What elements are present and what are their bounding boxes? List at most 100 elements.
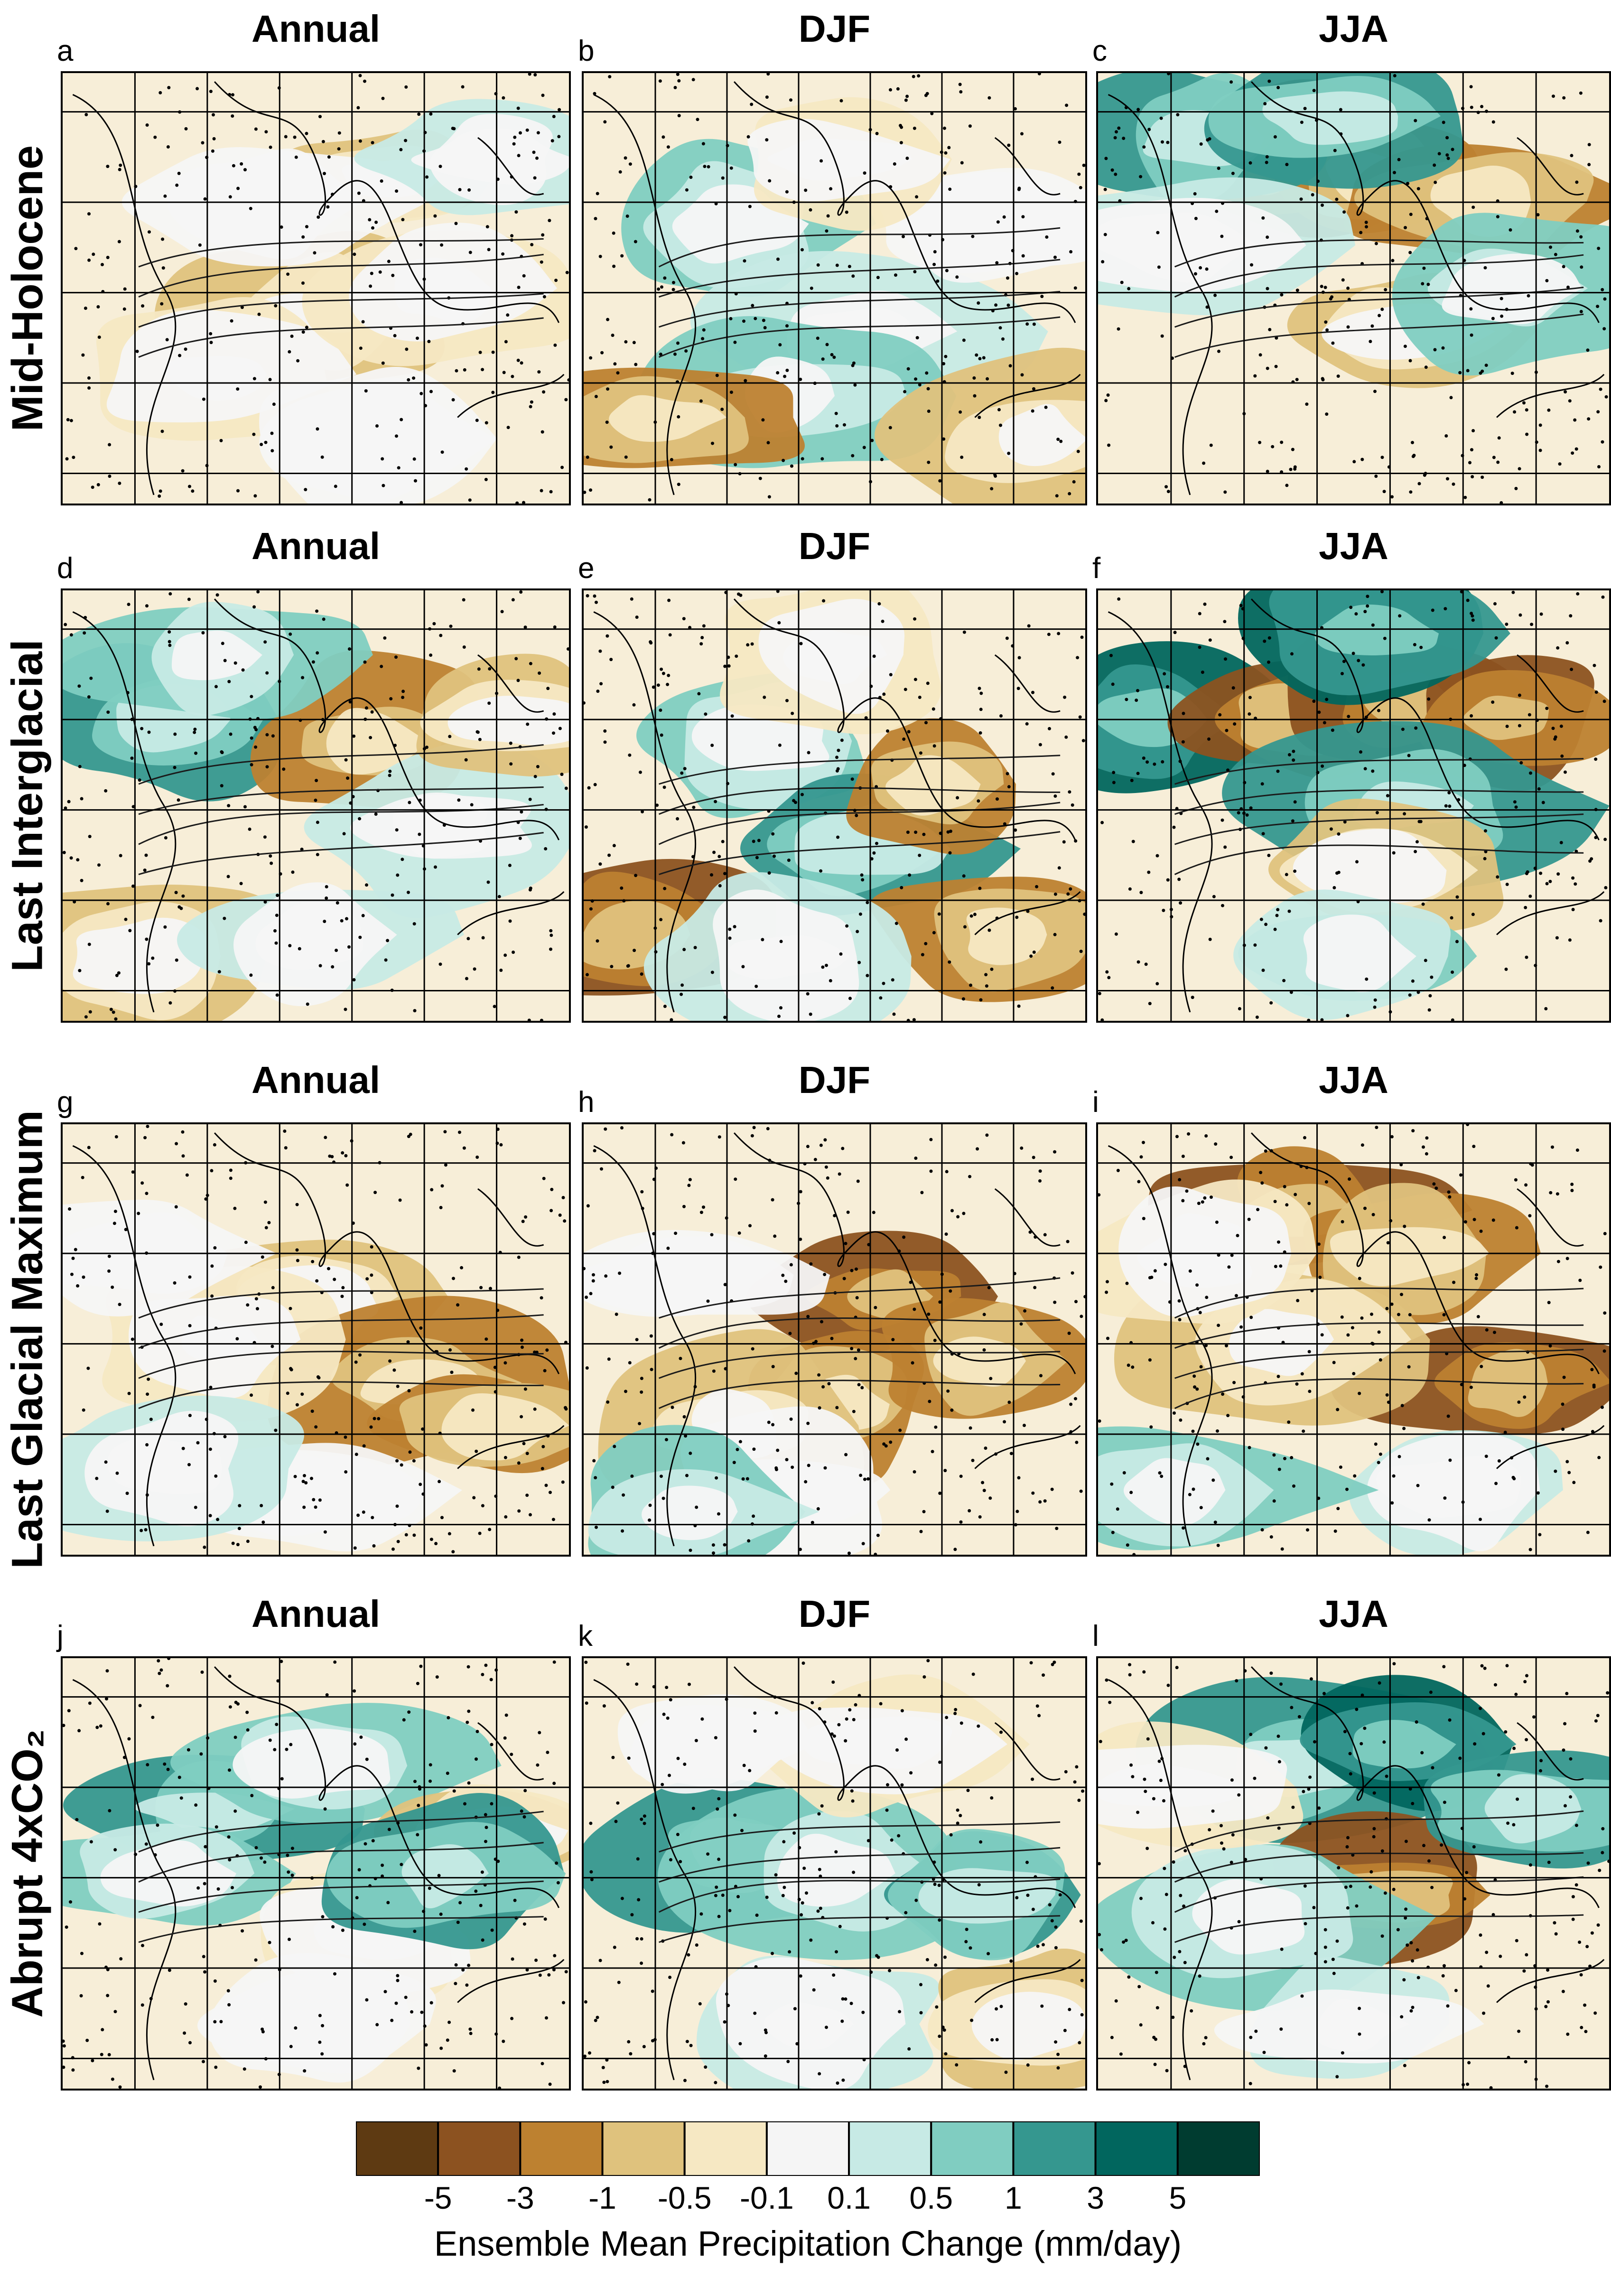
- graticule: [63, 1658, 569, 2089]
- panel-letter-k: k: [578, 1620, 593, 1652]
- climatology-contour: [1174, 1810, 1584, 1853]
- precip-anomaly-region: [165, 356, 267, 401]
- climatology-contour: [138, 293, 544, 328]
- map-a: [63, 73, 569, 504]
- climatology-contour: [659, 1915, 1061, 1943]
- row-label-0: Mid-Holocene: [3, 145, 52, 432]
- map-e: [584, 590, 1085, 1021]
- row-label-2: Last Glacial Maximum: [3, 1110, 52, 1569]
- map-panel-e: [582, 588, 1087, 1023]
- precip-anomaly-region: [1098, 1764, 1252, 1807]
- precip-anomaly-region: [294, 415, 430, 465]
- colorbar-swatch-2: [519, 2121, 604, 2176]
- map-j: [63, 1658, 569, 2089]
- precip-anomaly-region: [1314, 604, 1439, 655]
- climatology-contour: [138, 744, 544, 785]
- panel-letter-b: b: [578, 35, 595, 67]
- colorbar-swatch-9: [1094, 2121, 1179, 2176]
- climatology-contour: [138, 786, 544, 815]
- climatology-contour: [1174, 287, 1584, 328]
- graticule: [1098, 73, 1609, 504]
- graticule: [1098, 1124, 1609, 1555]
- climatology-contour: [138, 1381, 544, 1409]
- map-g: [63, 1124, 569, 1555]
- precip-anomaly-region: [1484, 1774, 1582, 1844]
- panel-title-j: Annual: [251, 1593, 381, 1635]
- climatology-contour: [1174, 813, 1584, 845]
- climatology-contour: [1174, 844, 1584, 875]
- precip-anomaly-region: [401, 1844, 489, 1909]
- precip-anomaly-region: [107, 1437, 223, 1494]
- precip-anomaly-region: [171, 630, 262, 681]
- precip-anomaly-region: [998, 404, 1085, 467]
- climatology-contour: [659, 1277, 1061, 1319]
- coastline: [593, 1666, 1081, 2081]
- graticule: [584, 1658, 1085, 2089]
- climatology-contour: [659, 1821, 1061, 1853]
- climatology-contour: [1174, 1349, 1584, 1379]
- map-panel-k: [582, 1656, 1087, 2091]
- colorbar-swatch-8: [1012, 2121, 1097, 2176]
- climatology-contour: [1174, 1378, 1584, 1409]
- graticule: [1098, 1658, 1609, 2089]
- climatology-contour: [658, 1317, 1061, 1349]
- map-c: [1098, 73, 1609, 504]
- climatology-contour: [138, 1880, 544, 1913]
- precip-anomaly-region: [1098, 212, 1257, 283]
- precip-anomaly-region: [938, 194, 1043, 251]
- panel-letter-j: j: [57, 1620, 64, 1652]
- colorbar-tick-label-3: -0.5: [657, 2180, 712, 2215]
- significance-stipple: [65, 73, 569, 504]
- colorbar-swatch-3: [601, 2121, 686, 2176]
- panel-title-i: JJA: [1319, 1059, 1388, 1101]
- map-panel-b: [582, 71, 1087, 505]
- map-panel-c: [1096, 71, 1611, 505]
- map-i: [1098, 1124, 1609, 1555]
- colorbar-swatch-0: [356, 2121, 439, 2176]
- precip-anomaly-region: [727, 935, 850, 980]
- colorbar-tick-label-8: 3: [1087, 2180, 1104, 2215]
- map-h: [584, 1124, 1085, 1555]
- climatology-contour: [138, 1314, 544, 1349]
- precip-anomaly-region: [1463, 695, 1549, 740]
- panel-letter-e: e: [578, 552, 595, 585]
- panel-letter-a: a: [57, 35, 74, 67]
- panel-letter-c: c: [1092, 35, 1107, 67]
- precip-anomaly-region: [1192, 1879, 1305, 1955]
- coastline: [72, 1666, 565, 2081]
- climatology-contour: [659, 1351, 1061, 1379]
- climatology-contour: [1174, 1876, 1584, 1913]
- precip-anomaly-region: [73, 917, 206, 994]
- climatology-contour: [1174, 1322, 1584, 1349]
- panel-letter-f: f: [1092, 552, 1101, 585]
- precip-anomaly-region: [1352, 1720, 1456, 1769]
- map-panel-h: [582, 1122, 1087, 1557]
- map-l: [1098, 1658, 1609, 2089]
- climatology-contour: [138, 1916, 544, 1943]
- climatology-contour: [1174, 1914, 1584, 1943]
- precip-anomaly-region: [608, 1242, 761, 1308]
- colorbar-label: Ensemble Mean Precipitation Change (mm/d…: [434, 2224, 1182, 2263]
- precip-anomaly-region: [200, 177, 316, 225]
- precip-anomaly-region: [1376, 1456, 1521, 1518]
- significance-stipple: [63, 1658, 568, 2089]
- panel-letter-h: h: [578, 1086, 595, 1119]
- panel-title-a: Annual: [251, 8, 381, 50]
- colorbar-tick-label-9: 5: [1169, 2180, 1187, 2215]
- significance-stipple: [1098, 590, 1608, 1021]
- climatology-contour: [1174, 313, 1584, 358]
- panel-title-c: JJA: [1319, 8, 1388, 50]
- precip-anomaly-region: [933, 1336, 1026, 1387]
- colorbar-tick-label-7: 1: [1005, 2180, 1022, 2215]
- graticule: [584, 73, 1085, 504]
- climatology-contour: [138, 253, 544, 298]
- graticule: [584, 590, 1085, 1021]
- coastline: [1108, 81, 1605, 495]
- significance-stipple: [584, 73, 1085, 502]
- climatology-contour: [658, 316, 1061, 358]
- precip-anomaly-region: [783, 629, 887, 684]
- coastline: [1108, 598, 1605, 1013]
- coastline: [1108, 1666, 1605, 2081]
- map-panel-i: [1096, 1122, 1611, 1557]
- climatology-contour: [658, 227, 1061, 268]
